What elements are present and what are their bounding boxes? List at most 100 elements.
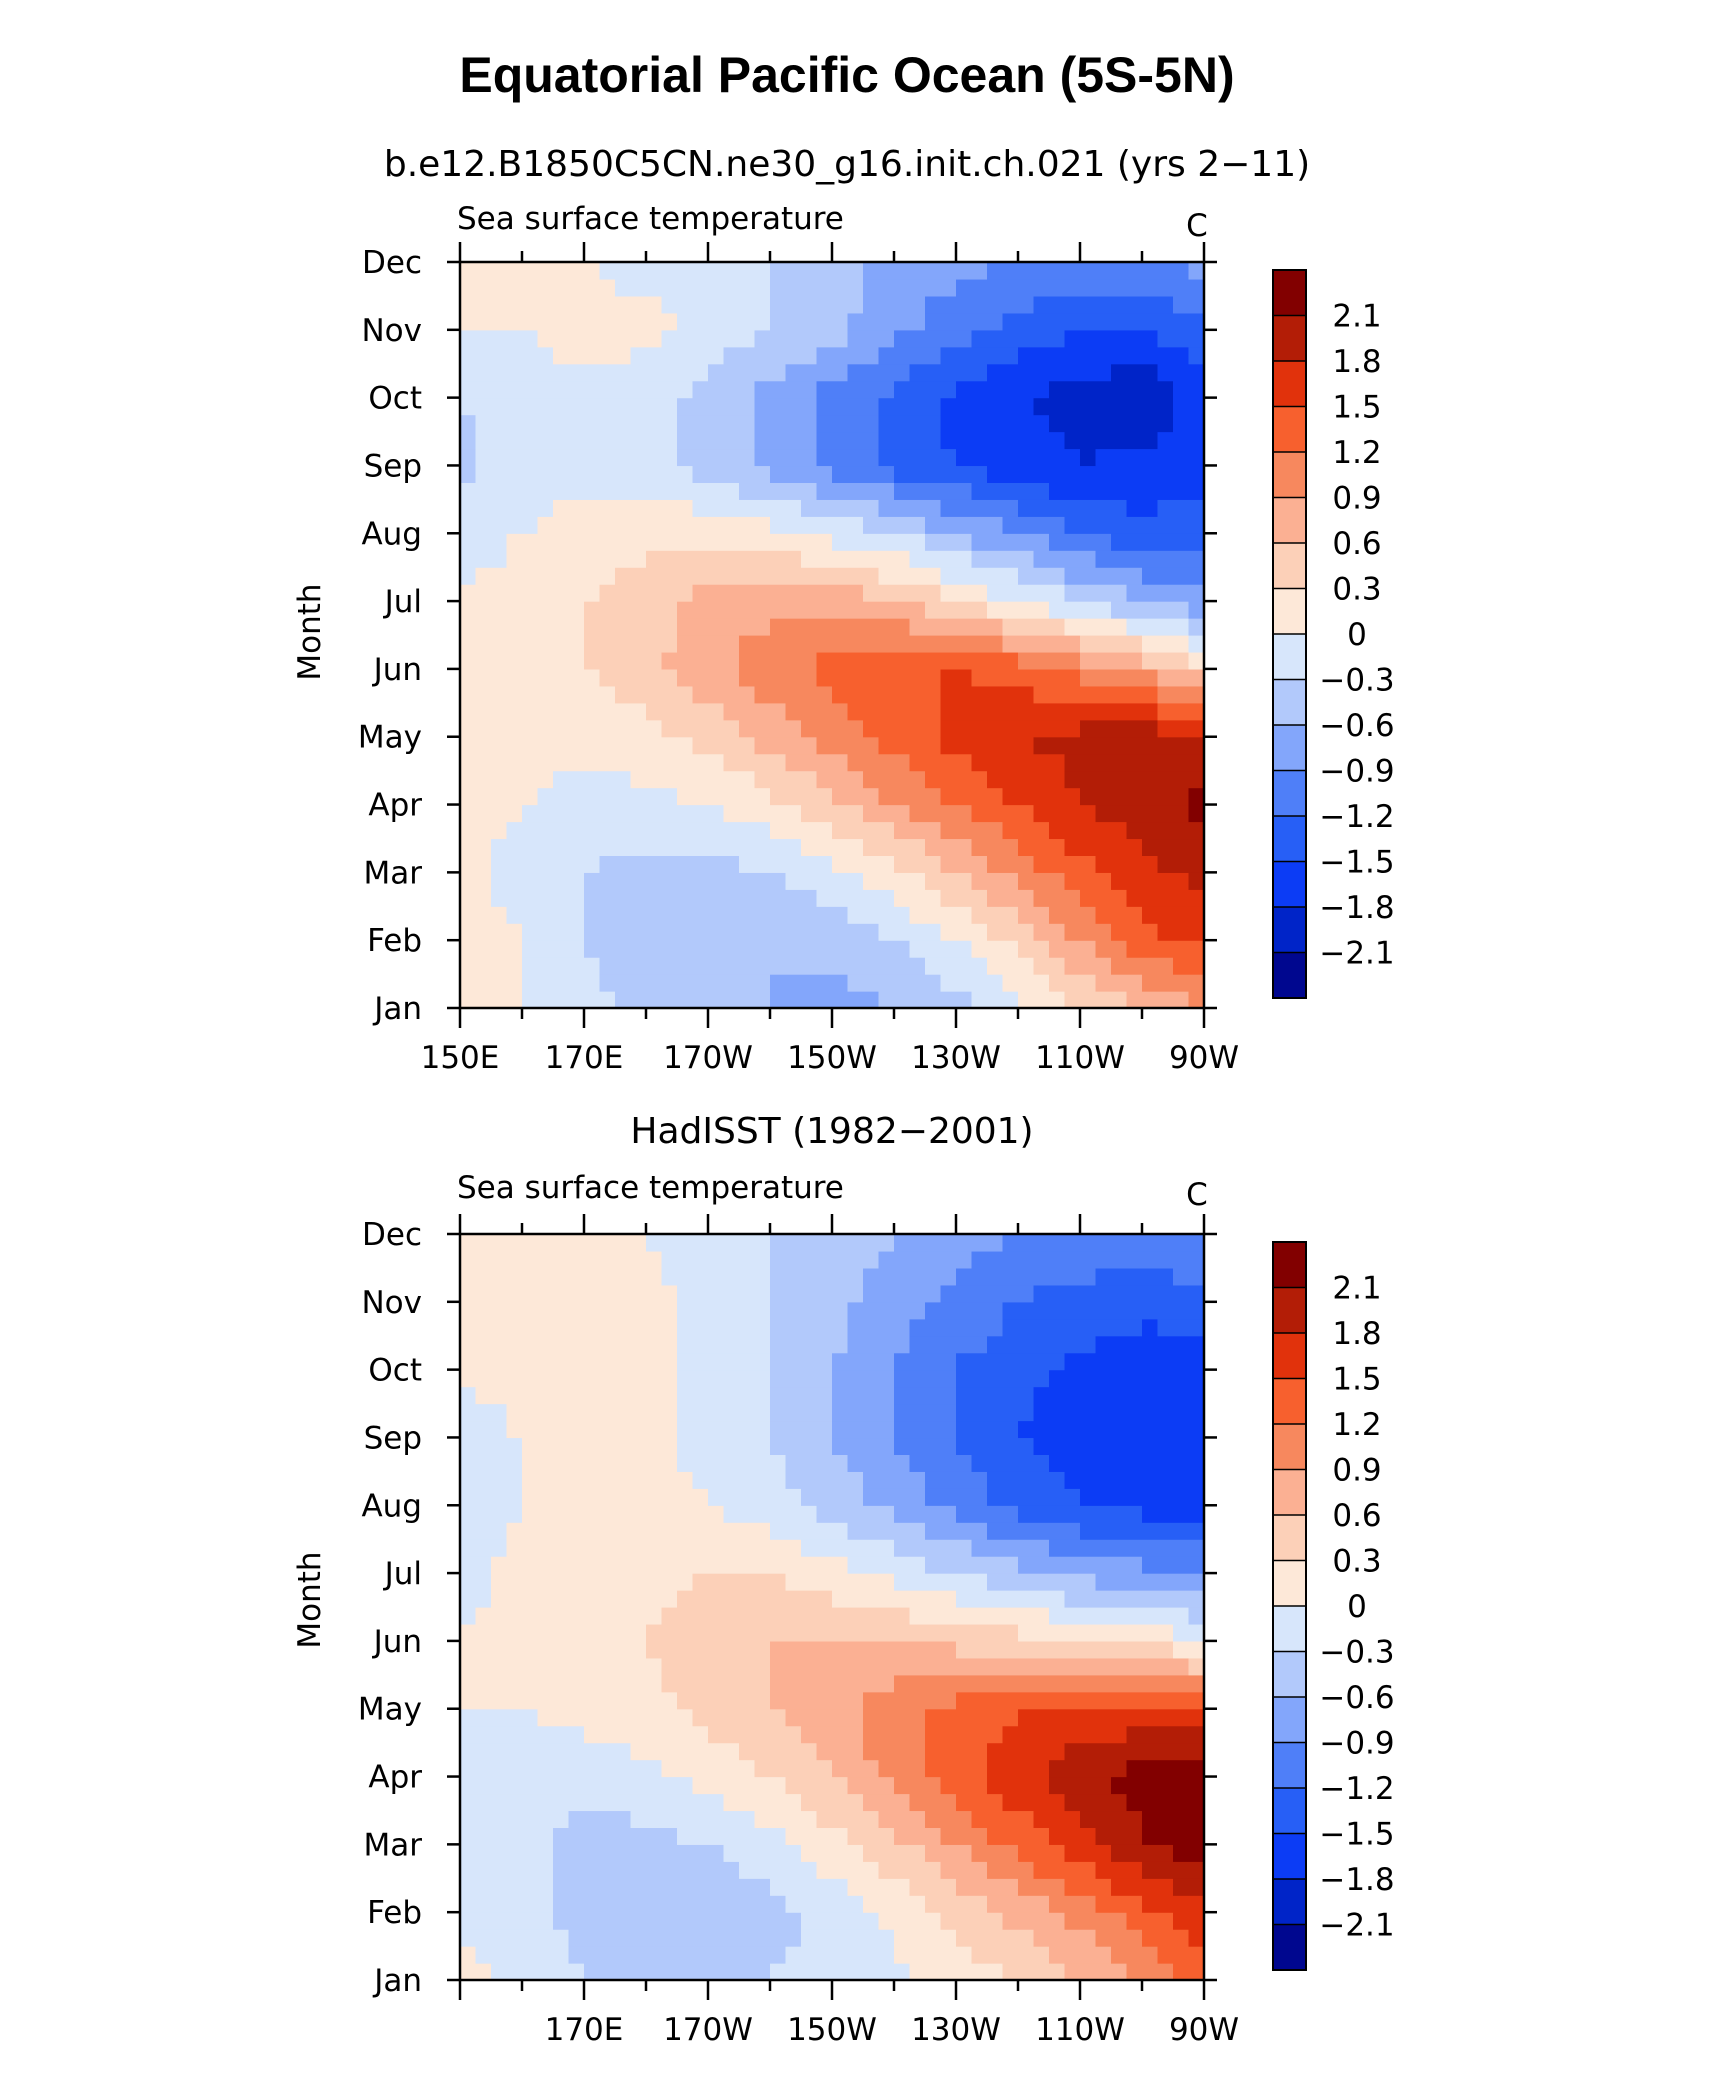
field-cell [677, 482, 694, 500]
field-cell [1080, 567, 1097, 585]
field-cell [832, 889, 849, 907]
field-cell [1173, 1573, 1190, 1591]
field-cell [832, 1912, 849, 1930]
field-cell [1080, 923, 1097, 941]
field-cell [1095, 1318, 1112, 1337]
field-cell [754, 380, 771, 399]
field-cell [553, 1708, 570, 1727]
field-cell [1157, 465, 1174, 483]
field-cell [1049, 1573, 1066, 1591]
field-cell [584, 363, 601, 382]
field-cell [770, 533, 787, 551]
field-cell [909, 397, 926, 416]
field-cell [599, 295, 616, 314]
field-cell [630, 567, 647, 585]
field-cell [522, 1793, 539, 1812]
field-cell [1142, 1386, 1159, 1405]
field-cell [1188, 1335, 1205, 1354]
field-cell [491, 906, 508, 924]
field-cell [475, 787, 492, 806]
field-cell [1002, 346, 1019, 365]
field-cell [1049, 346, 1066, 365]
field-cell [909, 1776, 926, 1795]
field-cell [1080, 1640, 1097, 1659]
colorbar-box [1273, 1469, 1306, 1516]
field-cell [940, 957, 957, 975]
field-cell [1033, 1691, 1050, 1710]
field-cell [847, 635, 864, 653]
field-cell [599, 635, 616, 653]
field-cell [1095, 1573, 1112, 1591]
field-cell [460, 770, 477, 789]
field-cell [878, 736, 895, 755]
field-cell [1080, 1963, 1097, 1981]
field-cell [1142, 1827, 1159, 1845]
field-cell [553, 1861, 570, 1879]
field-cell [522, 601, 539, 619]
field-cell [1095, 889, 1112, 907]
field-cell [584, 1691, 601, 1710]
field-cell [816, 1471, 833, 1489]
field-cell [491, 1827, 508, 1845]
field-cell [1080, 821, 1097, 840]
field-cell [506, 668, 523, 687]
field-cell [909, 1946, 926, 1964]
field-cell [987, 855, 1004, 873]
field-cell [754, 465, 771, 483]
field-cell [1126, 533, 1143, 551]
field-cell [940, 1793, 957, 1812]
field-cell [475, 838, 492, 856]
field-cell [956, 1895, 973, 1913]
field-cell [677, 1946, 694, 1964]
field-cell [1095, 1607, 1112, 1625]
field-cell [739, 1674, 756, 1693]
field-cell [615, 1640, 632, 1659]
field-cell [584, 1657, 601, 1676]
field-cell [785, 1878, 802, 1896]
field-cell [630, 533, 647, 551]
field-cell [987, 1437, 1004, 1455]
field-cell [537, 465, 554, 483]
field-cell [553, 1284, 570, 1303]
field-cell [956, 1844, 973, 1862]
field-cell [1033, 889, 1050, 907]
field-cell [553, 1437, 570, 1455]
field-cell [692, 1657, 709, 1676]
field-cell [1111, 1674, 1128, 1693]
field-cell [987, 1963, 1004, 1981]
field-cell [708, 1301, 725, 1320]
field-cell [522, 516, 539, 534]
y-tick-label: Sep [364, 1420, 422, 1456]
field-cell [491, 1810, 508, 1828]
field-cell [1018, 516, 1035, 534]
field-cell [677, 1369, 694, 1388]
field-cell [754, 1471, 771, 1489]
field-cell [692, 770, 709, 789]
field-cell [878, 533, 895, 551]
field-cell [863, 1929, 880, 1947]
field-cell [599, 804, 616, 823]
field-cell [1049, 1623, 1066, 1642]
field-cell [754, 787, 771, 806]
field-cell [832, 906, 849, 924]
field-cell [940, 753, 957, 772]
field-cell [630, 1878, 647, 1896]
field-cell [754, 855, 771, 873]
field-cell [1111, 1234, 1128, 1252]
field-cell [677, 448, 694, 467]
field-cell [1095, 702, 1112, 721]
field-cell [723, 1284, 740, 1303]
field-cell [847, 1556, 864, 1574]
field-cell [832, 1234, 849, 1252]
field-cell [847, 363, 864, 382]
field-cell [708, 1674, 725, 1693]
field-cell [491, 702, 508, 721]
field-cell [708, 1793, 725, 1812]
field-cell [537, 431, 554, 450]
field-cell [925, 499, 942, 517]
field-cell [1033, 363, 1050, 382]
field-cell [1157, 1488, 1174, 1506]
field-cell [692, 262, 709, 280]
field-cell [723, 1267, 740, 1286]
field-cell [1049, 736, 1066, 755]
